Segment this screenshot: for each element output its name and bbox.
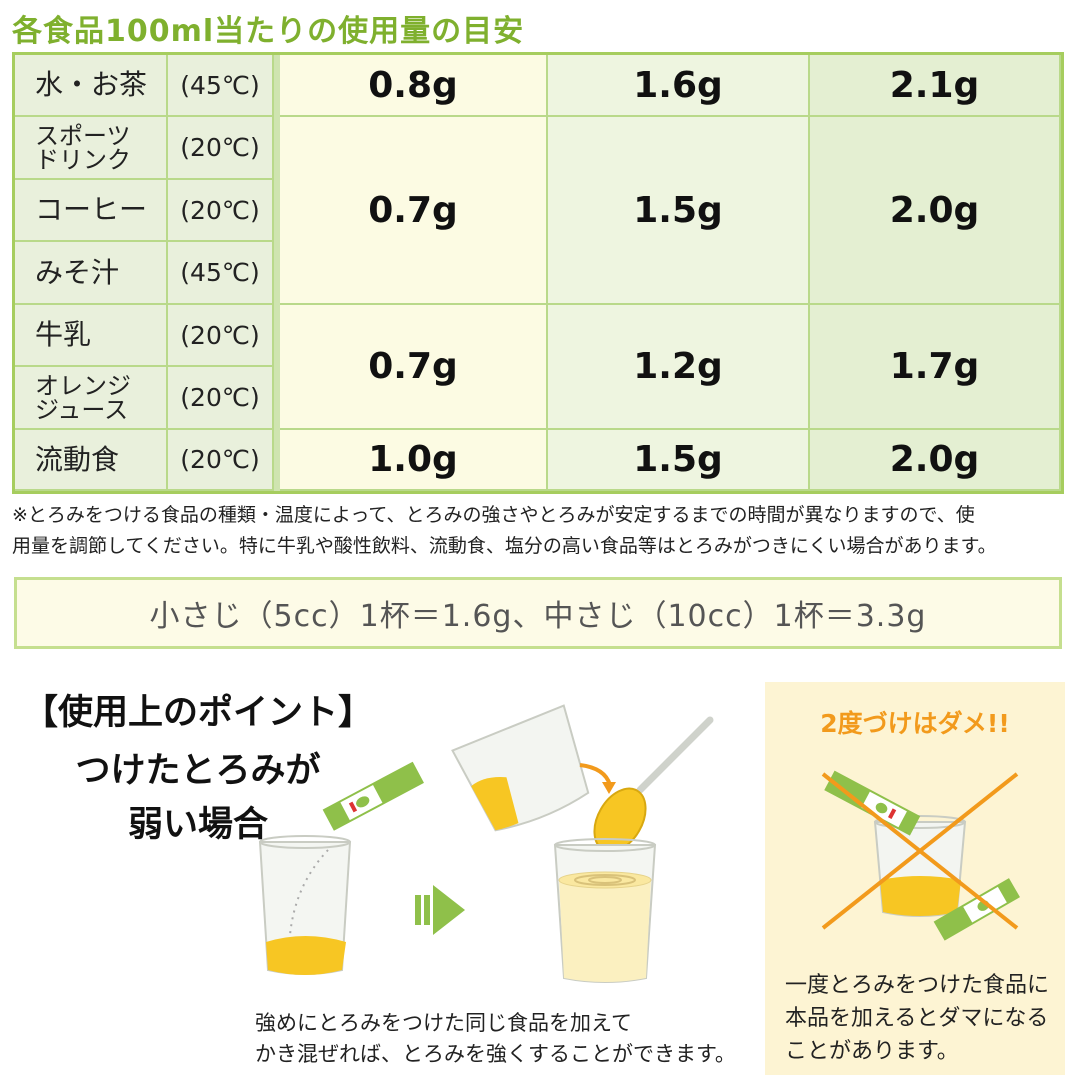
value-group1-light: 0.7g — [280, 117, 548, 305]
arrow-right-icon — [415, 885, 465, 935]
warning-line: 本品を加えるとダマになる — [785, 1006, 1049, 1031]
usage-table: 水・お茶 スポーツ ドリンク コーヒー みそ汁 牛乳 オレンジ ジュース 流動食… — [12, 52, 1064, 494]
stick-packet-icon — [322, 761, 424, 831]
temp-cell: (20℃) — [168, 117, 274, 180]
value-group2-light: 0.7g — [280, 305, 548, 430]
food-sports-drink: スポーツ ドリンク — [15, 117, 168, 180]
value-group1-medium: 1.5g — [548, 117, 810, 305]
value-water-medium: 1.6g — [548, 55, 810, 117]
warning-text: 一度とろみをつけた食品に 本品を加えるとダマになる ことがあります。 — [785, 969, 1049, 1068]
note-line: 用量を調節してください。特に牛乳や酸性飲料、流動食、塩分の高い食品等はとろみがつ… — [12, 535, 997, 557]
value-water-strong: 2.1g — [810, 55, 1061, 117]
value-group2-medium: 1.2g — [548, 305, 810, 430]
value-liquid-medium: 1.5g — [548, 430, 810, 491]
usage-note: ※とろみをつける食品の種類・温度によって、とろみの強さやとろみが安定するまでの時… — [12, 500, 1072, 562]
cross-mark-icon — [821, 772, 1019, 930]
thicken-illustration — [258, 704, 714, 983]
double-thicken-illustration — [821, 770, 1020, 941]
point-subheading: つけたとろみが — [75, 750, 321, 791]
caption-line: かき混ぜれば、とろみを強くすることができます。 — [255, 1042, 736, 1066]
value-group2-strong: 1.7g — [810, 305, 1061, 430]
food-label-line2: ドリンク — [35, 145, 131, 174]
temp-cell: (20℃) — [168, 367, 274, 430]
value-group1-strong: 2.0g — [810, 117, 1061, 305]
warning-title: 2度づけはダメ!! — [820, 709, 1010, 738]
food-label-line2: ジュース — [35, 395, 129, 424]
warning-line: 一度とろみをつけた食品に — [785, 973, 1050, 998]
thicken-caption: 強めにとろみをつけた同じ食品を加えて かき混ぜれば、とろみを強くすることができま… — [255, 1008, 736, 1070]
food-coffee: コーヒー — [15, 180, 168, 242]
note-line: ※とろみをつける食品の種類・温度によって、とろみの強さやとろみが安定するまでの時… — [12, 504, 975, 526]
food-label-line1: オレンジ — [35, 371, 131, 400]
stick-packet-icon — [933, 878, 1020, 941]
pouring-cup-icon — [451, 704, 590, 832]
temp-cell: (20℃) — [168, 180, 274, 242]
value-liquid-strong: 2.0g — [810, 430, 1061, 491]
glass-icon — [553, 838, 657, 983]
temp-cell: (45℃) — [168, 242, 274, 305]
stick-packet-icon — [824, 770, 921, 836]
temp-cell: (45℃) — [168, 55, 274, 117]
column-divider — [274, 55, 280, 491]
temp-cell: (20℃) — [168, 430, 274, 491]
warning-box: 2度づけはダメ!! 一度とろみをつけた食品に 本品を加えるとダマになる ことがあ… — [765, 682, 1065, 1075]
point-heading: 【使用上のポイント】 — [22, 692, 373, 733]
spoon-measure-box: 小さじ（5cc）1杯＝1.6g、中さじ（10cc）1杯＝3.3g — [14, 577, 1062, 649]
value-water-light: 0.8g — [280, 55, 548, 117]
caption-line: 強めにとろみをつけた同じ食品を加えて — [255, 1011, 632, 1035]
temp-cell: (20℃) — [168, 305, 274, 367]
glass-icon — [258, 835, 352, 975]
food-water-tea: 水・お茶 — [15, 55, 168, 117]
value-liquid-light: 1.0g — [280, 430, 548, 491]
spoon-icon — [593, 716, 714, 853]
warning-line: ことがあります。 — [785, 1039, 959, 1064]
point-subheading: 弱い場合 — [127, 804, 268, 845]
food-orange-juice: オレンジ ジュース — [15, 367, 168, 430]
food-miso-soup: みそ汁 — [15, 242, 168, 305]
glass-icon — [873, 815, 967, 917]
food-milk: 牛乳 — [15, 305, 168, 367]
food-label-line1: スポーツ — [35, 121, 131, 150]
food-liquid-food: 流動食 — [15, 430, 168, 491]
page-title: 各食品100ml当たりの使用量の目安 — [12, 14, 525, 49]
